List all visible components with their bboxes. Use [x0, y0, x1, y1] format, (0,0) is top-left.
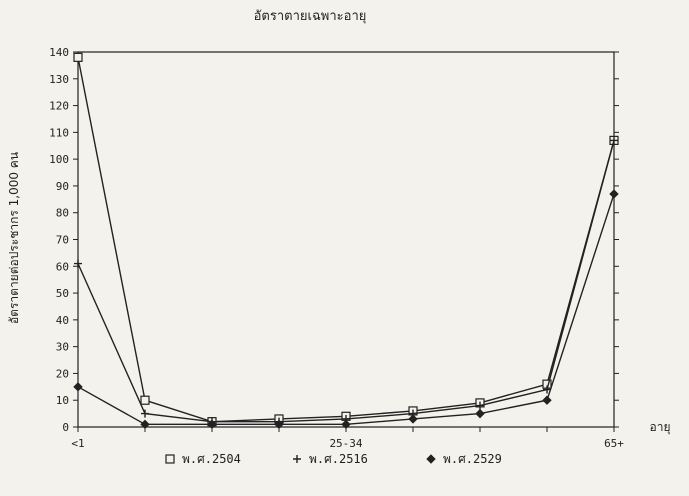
- y-tick-label: 110: [49, 126, 69, 139]
- legend: พ.ศ.2504 พ.ศ.2516 พ.ศ.2529: [165, 452, 502, 466]
- y-axis-title-group: อัตราตายต่อประชากร 1,000 คน: [7, 152, 21, 324]
- y-tick-label: 20: [56, 367, 69, 380]
- legend-marker: [426, 454, 436, 464]
- y-tick-label: 70: [56, 234, 69, 247]
- data-point: [74, 259, 82, 268]
- data-point: [476, 401, 484, 410]
- y-tick-label: 60: [56, 260, 69, 273]
- data-point: [140, 419, 150, 430]
- x-axis: <1 25-34 65+: [71, 427, 624, 450]
- data-point: [610, 136, 618, 145]
- y-tick-label: 140: [49, 46, 69, 59]
- x-tick-label: 65+: [604, 437, 624, 450]
- y-axis-title: อัตราตายต่อประชากร 1,000 คน: [7, 152, 21, 324]
- plot-frame: [77, 51, 615, 428]
- series-3: [73, 189, 619, 430]
- y-tick-label: 130: [49, 73, 69, 86]
- y-tick-label: 0: [62, 421, 69, 434]
- legend-marker: [293, 455, 301, 463]
- legend-label: พ.ศ.2504: [182, 452, 241, 466]
- y-tick-label: 50: [56, 287, 69, 300]
- legend-label: พ.ศ.2529: [443, 452, 502, 466]
- y-tick-label: 120: [49, 100, 69, 113]
- y-tick-label: 10: [56, 394, 69, 407]
- data-point: [141, 409, 149, 418]
- y-axis: 0 10 20 30 40 50 60 70 80 90 100 110 120 130 140: [49, 46, 619, 434]
- series-1: [73, 52, 619, 427]
- data-point: [140, 395, 150, 405]
- x-axis-title: อายุ: [650, 420, 671, 435]
- legend-label: พ.ศ.2516: [309, 452, 368, 466]
- data-point: [408, 414, 418, 424]
- series-line: [77, 193, 615, 426]
- legend-marker: [165, 454, 175, 464]
- y-tick-label: 40: [56, 314, 69, 327]
- y-tick-label: 80: [56, 207, 69, 220]
- data-point: [341, 419, 351, 430]
- x-tick-label: 25-34: [329, 437, 362, 450]
- data-point: [543, 385, 551, 394]
- data-point: [274, 419, 284, 430]
- data-point: [73, 52, 83, 62]
- series-line: [77, 140, 615, 423]
- plot-border: [77, 51, 615, 428]
- y-tick-label: 30: [56, 341, 69, 354]
- y-tick-label: 90: [56, 180, 69, 193]
- series-2: [74, 136, 618, 426]
- data-point: [73, 382, 83, 392]
- x-tick-label: <1: [71, 437, 84, 450]
- data-point: [207, 419, 217, 430]
- series-line: [77, 57, 615, 423]
- data-point: [609, 189, 619, 199]
- chart-title: อัตราตายเฉพาะอายุ: [254, 9, 367, 24]
- y-tick-label: 100: [49, 153, 69, 166]
- data-point: [542, 395, 552, 405]
- data-point: [475, 408, 485, 419]
- series-group: [73, 52, 619, 430]
